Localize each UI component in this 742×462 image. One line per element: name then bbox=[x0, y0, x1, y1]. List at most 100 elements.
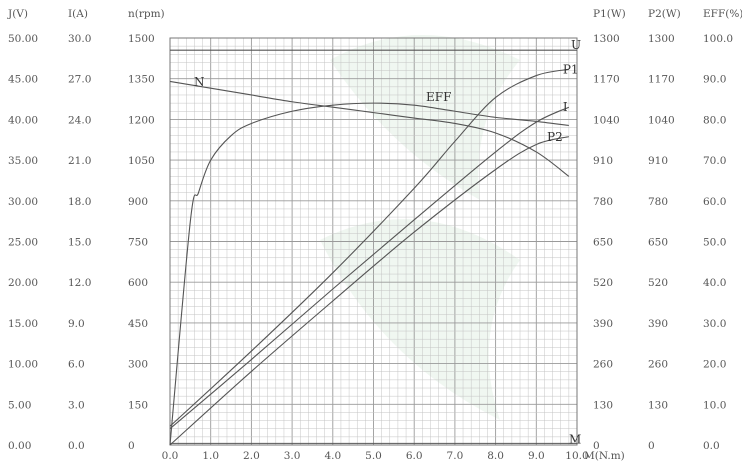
curve-label-n: N bbox=[194, 75, 205, 89]
tick-label-p1: 520 bbox=[593, 277, 613, 289]
axis-header-i: I(A) bbox=[68, 8, 88, 20]
tick-label-x: 3.0 bbox=[284, 450, 301, 462]
tick-label-n: 600 bbox=[128, 277, 148, 289]
tick-label-eff: 50.0 bbox=[703, 237, 726, 249]
tick-label-p2: 1300 bbox=[648, 33, 675, 45]
tick-label-eff: 80.0 bbox=[703, 114, 726, 126]
tick-label-p1: 1170 bbox=[593, 74, 620, 86]
curve-label-m: M bbox=[569, 432, 581, 446]
curve-label-p2: P2 bbox=[547, 130, 563, 144]
tick-label-p2: 520 bbox=[648, 277, 668, 289]
tick-label-n: 0 bbox=[128, 440, 135, 452]
tick-label-i: 3.0 bbox=[68, 399, 85, 411]
tick-label-p2: 1040 bbox=[648, 114, 675, 126]
tick-label-x: 1.0 bbox=[202, 450, 219, 462]
tick-label-i: 21.0 bbox=[68, 155, 91, 167]
tick-label-i: 18.0 bbox=[68, 196, 91, 208]
tick-label-n: 1200 bbox=[128, 114, 155, 126]
tick-label-x: 9.0 bbox=[528, 450, 545, 462]
tick-label-u: 30.00 bbox=[8, 196, 38, 208]
tick-label-p1: 390 bbox=[593, 318, 613, 330]
axis-header-p2: P2(W) bbox=[648, 8, 681, 20]
axis-header-eff: EFF(%) bbox=[703, 8, 742, 20]
tick-label-n: 900 bbox=[128, 196, 148, 208]
tick-label-x: 0.0 bbox=[162, 450, 179, 462]
tick-label-i: 0.0 bbox=[68, 440, 85, 452]
tick-label-x: 6.0 bbox=[406, 450, 423, 462]
tick-label-i: 9.0 bbox=[68, 318, 85, 330]
curve-label-u: U bbox=[571, 38, 581, 52]
tick-label-x: 2.0 bbox=[243, 450, 260, 462]
curve-i bbox=[169, 106, 570, 430]
tick-label-u: 50.00 bbox=[8, 33, 38, 45]
axis-label-x: M(N.m) bbox=[584, 450, 625, 462]
tick-label-p2: 910 bbox=[648, 155, 668, 167]
tick-label-u: 5.00 bbox=[8, 399, 31, 411]
tick-label-u: 0.00 bbox=[8, 440, 31, 452]
tick-label-n: 1500 bbox=[128, 33, 155, 45]
tick-label-eff: 30.0 bbox=[703, 318, 726, 330]
curve-label-p1: P1 bbox=[563, 62, 579, 76]
chart-labels: U N EFF P1 I P2 M bbox=[194, 38, 581, 446]
tick-label-u: 15.00 bbox=[8, 318, 38, 330]
tick-label-i: 15.0 bbox=[68, 237, 91, 249]
tick-label-p2: 390 bbox=[648, 318, 668, 330]
tick-label-i: 12.0 bbox=[68, 277, 91, 289]
tick-label-u: 40.00 bbox=[8, 114, 38, 126]
tick-label-p1: 260 bbox=[593, 359, 613, 371]
tick-label-p2: 260 bbox=[648, 359, 668, 371]
tick-label-eff: 10.0 bbox=[703, 399, 726, 411]
curve-p2 bbox=[169, 136, 569, 446]
curve-eff bbox=[169, 102, 569, 446]
tick-label-i: 30.0 bbox=[68, 33, 91, 45]
chart-grid bbox=[169, 37, 578, 446]
tick-label-n: 450 bbox=[128, 318, 148, 330]
tick-label-p2: 0 bbox=[648, 440, 655, 452]
curve-label-eff: EFF bbox=[426, 90, 451, 104]
tick-label-n: 150 bbox=[128, 399, 148, 411]
tick-label-p2: 650 bbox=[648, 237, 668, 249]
curve-n bbox=[169, 80, 570, 177]
tick-label-u: 10.00 bbox=[8, 359, 38, 371]
chart-axes: J(V)0.005.0010.0015.0020.0025.0030.0035.… bbox=[7, 8, 742, 462]
tick-label-eff: 70.0 bbox=[703, 155, 726, 167]
tick-label-p1: 1300 bbox=[593, 33, 620, 45]
tick-label-x: 8.0 bbox=[487, 450, 504, 462]
tick-label-n: 750 bbox=[128, 237, 148, 249]
tick-label-i: 27.0 bbox=[68, 74, 91, 86]
tick-label-x: 7.0 bbox=[447, 450, 464, 462]
tick-label-n: 1350 bbox=[128, 74, 155, 86]
tick-label-eff: 0.0 bbox=[703, 440, 720, 452]
tick-label-p1: 650 bbox=[593, 237, 613, 249]
chart-curves bbox=[169, 49, 577, 446]
tick-label-p1: 130 bbox=[593, 399, 613, 411]
axis-header-u: J(V) bbox=[7, 8, 28, 20]
tick-label-u: 25.00 bbox=[8, 237, 38, 249]
tick-label-u: 35.00 bbox=[8, 155, 38, 167]
axis-header-p1: P1(W) bbox=[593, 8, 626, 20]
tick-label-x: 10.0 bbox=[565, 450, 588, 462]
tick-label-x: 4.0 bbox=[324, 450, 341, 462]
tick-label-i: 24.0 bbox=[68, 114, 91, 126]
tick-label-p2: 130 bbox=[648, 399, 668, 411]
tick-label-x: 5.0 bbox=[365, 450, 382, 462]
tick-label-p1: 0 bbox=[593, 440, 600, 452]
tick-label-p2: 1170 bbox=[648, 74, 675, 86]
tick-label-p1: 780 bbox=[593, 196, 613, 208]
curve-p1 bbox=[169, 68, 569, 427]
tick-label-eff: 100.0 bbox=[703, 33, 733, 45]
axis-header-n: n(rpm) bbox=[128, 8, 165, 20]
tick-label-eff: 60.0 bbox=[703, 196, 726, 208]
plot-frame bbox=[169, 37, 578, 446]
tick-label-p1: 910 bbox=[593, 155, 613, 167]
tick-label-n: 300 bbox=[128, 359, 148, 371]
curve-label-i: I bbox=[563, 100, 568, 114]
tick-label-p1: 1040 bbox=[593, 114, 620, 126]
tick-label-eff: 20.0 bbox=[703, 359, 726, 371]
tick-label-u: 45.00 bbox=[8, 74, 38, 86]
tick-label-n: 1050 bbox=[128, 155, 155, 167]
tick-label-i: 6.0 bbox=[68, 359, 85, 371]
tick-label-u: 20.00 bbox=[8, 277, 38, 289]
